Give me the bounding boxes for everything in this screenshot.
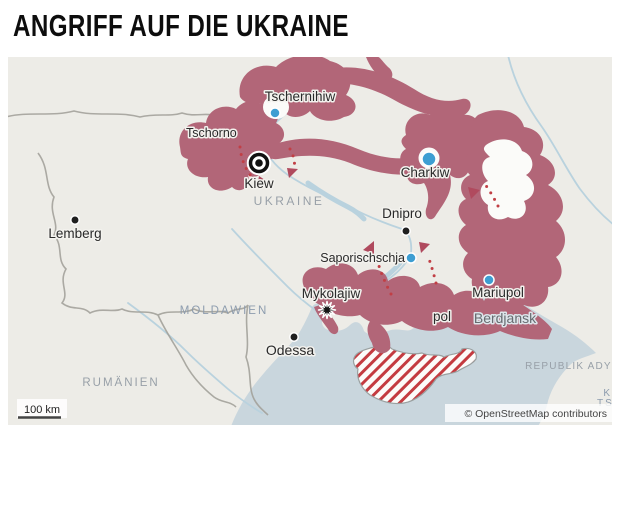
city-label-berdjansk: Berdjansk	[474, 310, 537, 326]
city-label-tschernihiw: Tschernihiw	[265, 89, 336, 104]
city-dot-dnipro	[401, 226, 411, 236]
city-labels: Lemberg Kiew Tschernihiw Tschorno Charki…	[47, 88, 539, 360]
page-title: ANGRIFF AUF DIE UKRAINE	[13, 8, 349, 43]
advance-arrows	[238, 145, 500, 296]
contested-dot-mariupol	[483, 274, 495, 286]
map-attribution: © OpenStreetMap contributors	[445, 404, 612, 422]
region-label-adygej: REPUBLIK ADYGEJ	[525, 361, 612, 372]
city-label-saporischschja: Saporischschja	[320, 251, 405, 265]
map-canvas: UKRAINE MOLDAWIEN RUMÄNIEN REPUBLIK ADYG…	[8, 57, 612, 425]
contested-dot-tschernihiw	[269, 107, 281, 119]
city-label-melitopol-partial: pol	[433, 309, 451, 324]
scale-label: 100 km	[24, 404, 60, 416]
city-markers	[70, 107, 495, 342]
city-dot-lemberg	[70, 215, 80, 225]
isthmus-control	[367, 319, 391, 354]
city-label-kiew: Kiew	[244, 176, 274, 191]
city-label-mariupol: Mariupol	[472, 285, 524, 300]
city-label-lemberg: Lemberg	[48, 226, 101, 241]
region-labels: UKRAINE MOLDAWIEN RUMÄNIEN REPUBLIK ADYG…	[82, 194, 612, 409]
region-label-rumaenien: RUMÄNIEN	[82, 377, 159, 389]
city-label-mykolajiw: Mykolajiw	[302, 286, 361, 301]
contested-dot-charkiw	[421, 151, 437, 167]
city-label-tschornobyl: Tschorno	[186, 126, 237, 140]
attribution-text: © OpenStreetMap contributors	[464, 408, 607, 420]
ukraine-map: UKRAINE MOLDAWIEN RUMÄNIEN REPUBLIK ADYG…	[8, 57, 612, 425]
crimea-occupied	[352, 344, 477, 405]
country-borders	[8, 110, 269, 416]
scale-bar: 100 km	[17, 399, 67, 419]
legend: Unter russischer Kontrolle Kämpfe am Bod…	[0, 425, 620, 521]
city-label-dnipro: Dnipro	[382, 206, 422, 221]
city-dot-odessa	[289, 332, 299, 342]
region-label-ka: KA	[603, 388, 612, 399]
region-label-ukraine: UKRAINE	[254, 194, 325, 208]
city-label-odessa: Odessa	[266, 342, 314, 358]
kiew-target-icon	[246, 150, 272, 176]
city-label-charkiw: Charkiw	[401, 165, 450, 180]
region-label-moldawien: MOLDAWIEN	[180, 305, 269, 317]
contested-dot-saporischschja	[405, 252, 417, 264]
region-label-tsc: TSC	[597, 398, 612, 409]
